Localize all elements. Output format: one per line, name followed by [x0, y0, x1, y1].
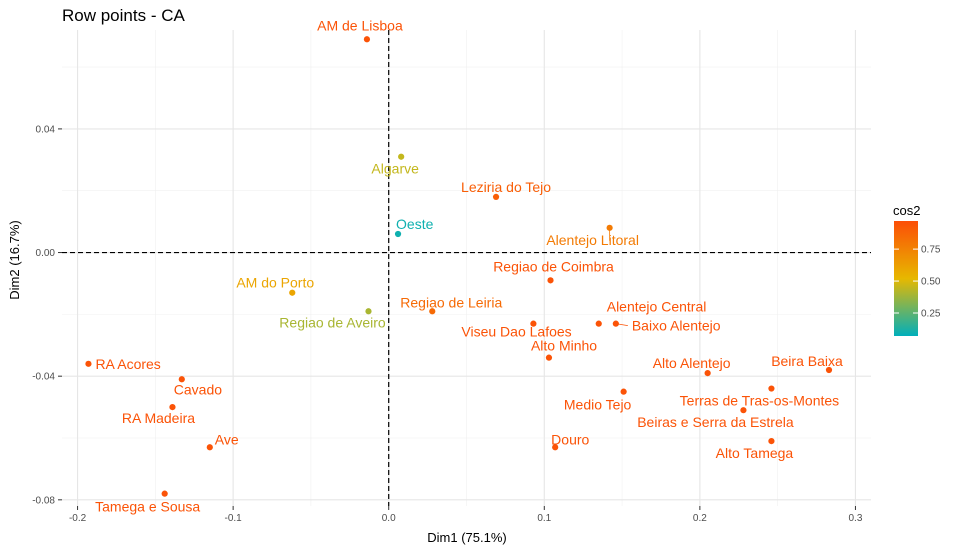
point-label: Regiao de Aveiro — [279, 314, 386, 330]
point-label: Alentejo Central — [607, 299, 707, 315]
data-point — [825, 366, 833, 374]
data-point — [365, 308, 372, 315]
data-point — [547, 277, 554, 284]
data-point — [398, 153, 405, 160]
point-label: Algarve — [371, 161, 419, 177]
point-label: AM de Lisboa — [317, 17, 403, 33]
data-point — [620, 388, 627, 395]
data-point — [595, 320, 602, 327]
point-label: Baixo Alentejo — [632, 318, 721, 334]
data-point — [289, 289, 296, 296]
point-label: Terras de Tras-os-Montes — [680, 393, 840, 409]
point-label: Tamega e Sousa — [95, 499, 200, 515]
gridlines — [62, 30, 871, 506]
legend-ticks: 0.25 0.50 0.75 — [894, 245, 941, 320]
data-point — [492, 193, 500, 201]
cos2-legend: cos2 0.25 0.50 0.75 — [893, 203, 941, 336]
point-label: Beiras e Serra da Estrela — [637, 414, 794, 430]
reference-lines — [62, 30, 871, 506]
legend-colorbar — [894, 221, 918, 336]
data-points — [85, 36, 833, 497]
x-axis: -0.2 -0.1 0.0 0.1 0.2 0.3 — [69, 506, 863, 524]
x-tick-label: -0.2 — [69, 513, 87, 524]
point-labels: AM de Lisboa Algarve Leziria do Tejo Oeste A… — [95, 17, 843, 514]
data-point — [206, 444, 213, 451]
x-axis-title: Dim1 (75.1%) — [427, 530, 506, 545]
point-label: AM do Porto — [236, 275, 314, 291]
legend-tick-label: 0.75 — [921, 245, 941, 256]
chart-title: Row points - CA — [62, 6, 185, 25]
point-label: Alto Tamega — [716, 445, 794, 461]
x-tick-label: 0.1 — [537, 513, 551, 524]
legend-tick-label: 0.50 — [921, 277, 941, 288]
point-label: Beira Baixa — [771, 353, 843, 369]
y-tick-label: -0.08 — [32, 495, 55, 506]
y-tick-label: 0.00 — [36, 248, 56, 259]
point-label: Alto Minho — [531, 338, 597, 354]
point-label: RA Acores — [95, 356, 160, 372]
y-tick-label: 0.04 — [36, 124, 56, 135]
point-label: Douro — [551, 431, 589, 447]
y-axis-title: Dim2 (16.7%) — [7, 220, 22, 299]
point-label: Leziria do Tejo — [461, 179, 551, 195]
data-point — [704, 369, 711, 377]
point-label: Ave — [215, 431, 239, 447]
data-point — [85, 360, 92, 367]
data-point — [169, 403, 176, 411]
point-label: RA Madeira — [122, 410, 195, 426]
point-label: Oeste — [396, 216, 434, 232]
data-point — [429, 308, 436, 315]
point-label: Medio Tejo — [564, 397, 632, 413]
legend-tick-label: 0.25 — [921, 309, 941, 320]
y-axis: -0.08 -0.04 0.00 0.04 — [32, 124, 62, 506]
data-point — [394, 230, 402, 238]
legend-title: cos2 — [893, 203, 920, 218]
data-point — [178, 376, 185, 383]
data-point — [740, 407, 747, 414]
x-tick-label: 0.0 — [382, 513, 396, 524]
x-tick-label: -0.1 — [225, 513, 243, 524]
point-label: Regiao de Coimbra — [493, 258, 614, 274]
point-label: Alentejo Litoral — [546, 232, 639, 248]
label-leader-line — [615, 323, 628, 327]
point-label: Alto Alentejo — [653, 355, 731, 371]
point-label: Viseu Dao Lafoes — [461, 324, 571, 340]
point-label: Regiao de Leiria — [400, 294, 502, 310]
data-point — [768, 437, 775, 445]
data-point — [768, 385, 775, 392]
data-point — [552, 444, 559, 451]
y-tick-label: -0.04 — [32, 372, 55, 383]
data-point — [363, 36, 371, 43]
x-tick-label: 0.3 — [848, 513, 862, 524]
data-point — [545, 354, 553, 361]
data-point — [530, 320, 537, 327]
x-tick-label: 0.2 — [693, 513, 707, 524]
point-label: Cavado — [174, 381, 222, 397]
data-point — [161, 490, 168, 497]
